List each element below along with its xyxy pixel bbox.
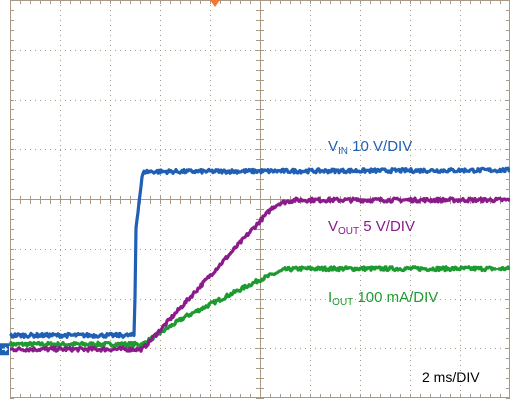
trace-0	[9, 166, 510, 339]
scope-markers	[0, 0, 499, 356]
iout-label-sub: OUT	[332, 297, 353, 308]
vin-label-main: V	[328, 138, 338, 155]
vout-label: VOUT 5 V/DIV	[328, 218, 415, 237]
iout-label-scale: 100 mA/DIV	[353, 289, 438, 306]
trigger-marker	[210, 0, 220, 7]
trace-2	[8, 265, 510, 348]
trace-end-dot	[495, 265, 499, 269]
scope-traces	[8, 166, 510, 353]
vout-label-main: V	[328, 218, 338, 235]
vin-label-scale: 10 V/DIV	[348, 138, 412, 155]
vin-label-sub: IN	[338, 146, 348, 157]
vout-label-scale: 5 V/DIV	[359, 218, 415, 235]
iout-label: IOUT 100 mA/DIV	[328, 289, 438, 308]
iout-label-main: I	[328, 289, 332, 306]
trace-labels: VIN 10 V/DIV VOUT 5 V/DIV IOUT 100 mA/DI…	[328, 138, 480, 385]
trace-1	[9, 196, 510, 353]
vin-label: VIN 10 V/DIV	[328, 138, 412, 157]
time-scale-label: 2 ms/DIV	[422, 369, 480, 385]
vout-label-sub: OUT	[338, 226, 359, 237]
ground-marker-arrow	[2, 346, 8, 352]
